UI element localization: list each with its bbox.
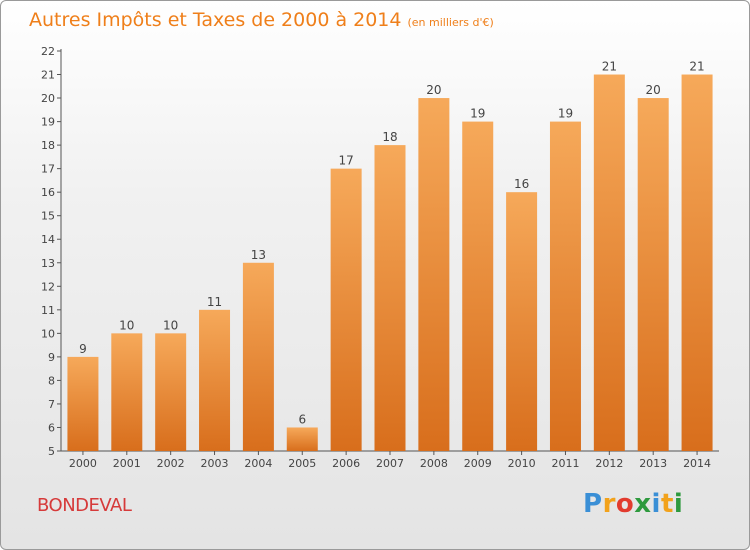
bar xyxy=(330,168,362,451)
data-label: 21 xyxy=(689,60,704,74)
bar xyxy=(155,333,187,451)
data-label: 13 xyxy=(251,248,266,262)
x-tick-label: 2001 xyxy=(113,457,141,470)
data-label: 9 xyxy=(79,342,87,356)
y-tick-label: 7 xyxy=(48,398,55,411)
y-tick-label: 12 xyxy=(41,280,55,293)
bar xyxy=(593,74,625,451)
data-label: 19 xyxy=(470,107,485,121)
logo-letter: t xyxy=(660,489,674,519)
bar xyxy=(418,98,450,451)
y-tick-label: 13 xyxy=(41,257,55,270)
x-tick-label: 2014 xyxy=(683,457,711,470)
logo-letter: r xyxy=(602,489,616,519)
x-tick-label: 2009 xyxy=(464,457,492,470)
bar xyxy=(111,333,143,451)
data-label: 18 xyxy=(382,130,397,144)
logo-letter: i xyxy=(673,489,684,519)
x-tick-label: 2002 xyxy=(157,457,185,470)
data-label: 20 xyxy=(646,83,661,97)
y-tick-label: 8 xyxy=(48,374,55,387)
x-tick-label: 2012 xyxy=(595,457,623,470)
bar xyxy=(637,98,669,451)
proxiti-logo: Proxiti xyxy=(583,489,683,519)
bar xyxy=(681,74,713,451)
data-label: 10 xyxy=(119,318,134,332)
data-label: 10 xyxy=(163,318,178,332)
chart-title: Autres Impôts et Taxes de 2000 à 2014 (en… xyxy=(29,9,494,31)
y-tick-label: 9 xyxy=(48,351,55,364)
bar xyxy=(286,427,318,451)
x-tick-label: 2010 xyxy=(508,457,536,470)
logo-letter: i xyxy=(651,489,661,519)
bar xyxy=(242,262,274,451)
y-tick-label: 21 xyxy=(41,69,55,82)
x-tick-label: 2003 xyxy=(201,457,229,470)
chart-title-text: Autres Impôts et Taxes de 2000 à 2014 xyxy=(29,9,402,31)
x-tick-label: 2008 xyxy=(420,457,448,470)
data-label: 11 xyxy=(207,295,222,309)
bar xyxy=(462,121,494,452)
y-tick-label: 15 xyxy=(41,210,55,223)
x-tick-label: 2006 xyxy=(332,457,360,470)
y-tick-label: 20 xyxy=(41,92,55,105)
bar xyxy=(374,145,406,451)
commune-name: BONDEVAL xyxy=(37,495,132,516)
y-tick-label: 22 xyxy=(41,45,55,58)
x-tick-label: 2005 xyxy=(288,457,316,470)
x-tick-label: 2013 xyxy=(639,457,667,470)
y-tick-label: 19 xyxy=(41,116,55,129)
bar xyxy=(199,309,231,451)
y-tick-label: 11 xyxy=(41,304,55,317)
bar xyxy=(67,356,99,451)
x-tick-label: 2007 xyxy=(376,457,404,470)
y-tick-label: 10 xyxy=(41,327,55,340)
logo-letter: o xyxy=(615,489,635,519)
y-tick-label: 16 xyxy=(41,186,55,199)
y-tick-label: 6 xyxy=(48,421,55,434)
y-tick-label: 18 xyxy=(41,139,55,152)
bar xyxy=(549,121,581,452)
chart-unit: (en milliers d'€) xyxy=(407,16,494,29)
y-tick-label: 5 xyxy=(48,445,55,458)
data-label: 19 xyxy=(558,107,573,121)
x-tick-label: 2000 xyxy=(69,457,97,470)
data-label: 21 xyxy=(602,60,617,74)
data-label: 16 xyxy=(514,177,529,191)
data-label: 20 xyxy=(426,83,441,97)
logo-letter: P xyxy=(583,489,603,519)
y-tick-label: 14 xyxy=(41,233,55,246)
y-tick-label: 17 xyxy=(41,163,55,176)
x-tick-label: 2011 xyxy=(551,457,579,470)
bar xyxy=(506,192,538,452)
data-label: 17 xyxy=(338,154,353,168)
data-label: 6 xyxy=(298,412,306,426)
logo-letter: x xyxy=(634,489,652,519)
x-tick-label: 2004 xyxy=(244,457,272,470)
